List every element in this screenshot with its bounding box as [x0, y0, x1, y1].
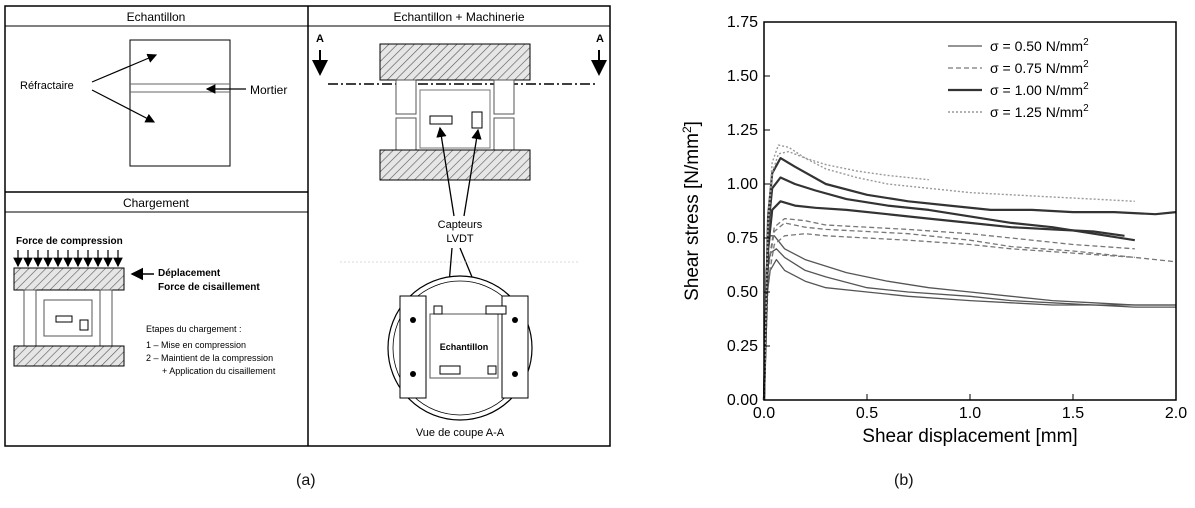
shear-chart: 0.0 0.5 1.0 1.5 2.0 0.00 0.25 0.50 0.75 1.00 1.25 1… [680, 14, 1187, 447]
steps-title: Etapes du chargement : [146, 324, 242, 334]
caption-a: (a) [296, 472, 316, 489]
section-lvdt-bottom [439, 365, 461, 375]
series-line-10 [763, 144, 1135, 401]
panel-chargement-title: Chargement [123, 196, 190, 210]
machine-post-left-upper [395, 79, 417, 115]
step-2b: + Application du cisaillement [162, 366, 276, 376]
bolt [512, 371, 518, 377]
loading-lvdt [55, 315, 73, 323]
machine-top-plate [379, 43, 531, 81]
series-line-6 [763, 217, 1135, 401]
machine-bottom-plate [379, 149, 531, 181]
caption-b: (b) [894, 472, 914, 489]
machine-post-right-upper [493, 79, 515, 115]
y-tick-label: 1.75 [727, 14, 758, 31]
x-tick-label: 0.5 [856, 405, 878, 422]
series-line-8 [762, 176, 1135, 401]
label-vue-coupe: Vue de coupe A-A [416, 427, 505, 439]
machine-lvdt-2 [471, 111, 483, 129]
section-left-plate [399, 295, 427, 399]
legend: σ = 0.50 N/mm2 σ = 0.75 N/mm2 σ = 1.00 N/m… [948, 37, 1089, 120]
loading-bottom-plate [13, 345, 125, 367]
loading-left-post [23, 289, 37, 347]
figure-a: Echantillon Réfractaire Mortier Chargeme… [4, 5, 611, 489]
label-refractaire: Réfractaire [20, 80, 74, 92]
machine-post-left-lower [395, 117, 417, 151]
bolt [410, 317, 416, 323]
section-lvdt-top [485, 305, 507, 315]
label-force-cisaillement: Force de cisaillement [158, 282, 260, 293]
panel-machinerie-title: Echantillon + Machinerie [393, 10, 524, 24]
x-tick-label: 1.5 [1062, 405, 1084, 422]
y-axis-label: Shear stress [N/mm2] [680, 121, 703, 301]
section-lvdt-mount [433, 305, 443, 315]
x-tick-label: 2.0 [1165, 405, 1187, 422]
legend-label: σ = 0.50 N/mm2 [990, 37, 1089, 54]
label-capteurs: Capteurs [438, 219, 483, 231]
section-mark-right: A [596, 33, 604, 45]
y-tick-label: 0.75 [727, 230, 758, 247]
y-tick-label: 1.25 [727, 122, 758, 139]
label-echantillon-section: Echantillon [440, 342, 489, 352]
machine-lvdt-1 [429, 115, 453, 125]
arrow-refractaire-bottom [91, 89, 156, 123]
label-lvdt: LVDT [446, 233, 474, 245]
panel-echantillon: Echantillon Réfractaire Mortier [20, 10, 287, 167]
series-line-1 [763, 258, 1176, 401]
y-tick-label: 0.50 [727, 284, 758, 301]
label-force-compression: Force de compression [16, 236, 123, 247]
arrow-capteurs-2 [463, 128, 482, 217]
compression-arrows [13, 250, 123, 268]
series-line-9 [762, 157, 1177, 401]
series-line-2 [763, 248, 1176, 401]
legend-label: σ = 0.75 N/mm2 [990, 59, 1089, 76]
x-tick-label: 1.0 [959, 405, 981, 422]
y-tick-label: 1.00 [727, 176, 758, 193]
label-deplacement: Déplacement [158, 268, 221, 279]
x-tick-label: 0.0 [753, 405, 775, 422]
loading-right-post [99, 289, 113, 347]
legend-label: σ = 1.00 N/mm2 [990, 81, 1089, 98]
section-mark-left: A [316, 33, 324, 45]
panel-chargement: Chargement Force de compression Déplacem… [13, 196, 276, 376]
step-2: 2 – Maintient de la compression [146, 353, 273, 363]
series-line-11 [763, 150, 929, 401]
diagram-figure: Echantillon Réfractaire Mortier Chargeme… [4, 5, 611, 447]
series-layer [762, 144, 1177, 401]
series-line-5 [763, 222, 1177, 401]
legend-label: σ = 1.25 N/mm2 [990, 103, 1089, 120]
bolt [512, 317, 518, 323]
y-tick-label: 0.00 [727, 392, 758, 409]
panel-echantillon-title: Echantillon [127, 10, 186, 24]
arrow-refractaire-top [91, 53, 158, 83]
loading-top-plate [13, 267, 125, 291]
label-mortier: Mortier [250, 83, 287, 97]
panel-machinerie: Echantillon + Machinerie A A Capteurs LV… [312, 10, 607, 439]
ticks-layer: 0.0 0.5 1.0 1.5 2.0 0.00 0.25 0.50 0.75 1.00 1.25 1… [727, 14, 1187, 422]
figure-b: 0.0 0.5 1.0 1.5 2.0 0.00 0.25 0.50 0.75 1.00 1.25 1… [630, 0, 1195, 508]
y-tick-label: 1.50 [727, 68, 758, 85]
step-1: 1 – Mise en compression [146, 340, 246, 350]
arrow-capteurs-1 [436, 126, 455, 217]
bolt [410, 371, 416, 377]
loading-lvdt-mount [79, 319, 89, 331]
section-lvdt-mount [487, 365, 497, 375]
series-line-3 [763, 235, 1176, 401]
machine-post-right-lower [493, 117, 515, 151]
series-line-4 [763, 233, 1135, 401]
x-axis-label: Shear displacement [mm] [862, 426, 1077, 447]
specimen-block [129, 39, 231, 167]
y-tick-label: 0.25 [727, 338, 758, 355]
series-line-7 [762, 200, 1125, 401]
